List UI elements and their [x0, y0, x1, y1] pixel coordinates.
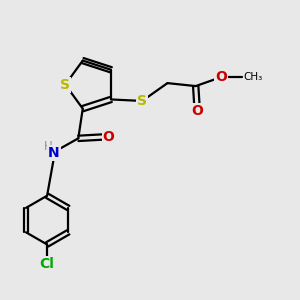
Text: CH₃: CH₃	[243, 72, 262, 82]
Text: Cl: Cl	[40, 257, 55, 272]
Text: N: N	[48, 146, 60, 160]
Text: O: O	[215, 70, 227, 84]
Text: S: S	[60, 78, 70, 92]
Text: O: O	[103, 130, 115, 144]
Text: H: H	[44, 140, 52, 153]
Text: O: O	[191, 104, 203, 118]
Text: S: S	[137, 94, 147, 108]
